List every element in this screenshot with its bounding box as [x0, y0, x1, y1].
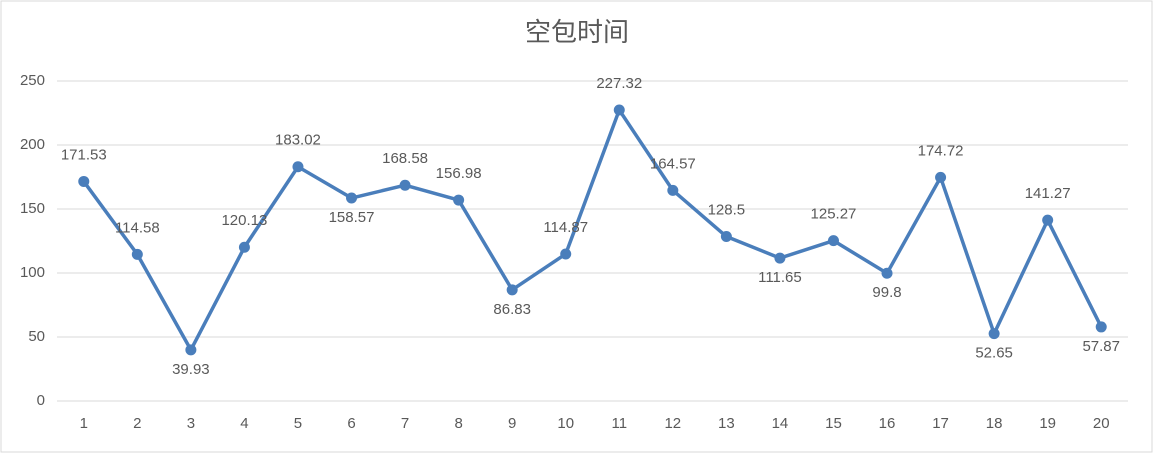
line-series [82, 108, 1103, 352]
data-label: 174.72 [918, 142, 964, 159]
data-point [78, 175, 90, 187]
data-point [1095, 321, 1107, 333]
y-tick-label: 250 [20, 72, 45, 89]
data-point [506, 284, 518, 296]
data-label: 171.53 [61, 146, 107, 163]
data-label: 86.83 [493, 301, 531, 318]
data-point [346, 192, 358, 204]
x-tick-label: 2 [133, 415, 141, 432]
data-label: 39.93 [172, 361, 210, 378]
y-tick-label: 200 [20, 136, 45, 153]
x-tick-label: 19 [1039, 415, 1056, 432]
x-tick-label: 10 [557, 415, 574, 432]
x-tick-label: 15 [825, 415, 842, 432]
x-tick-label: 4 [240, 415, 248, 432]
data-label: 120.13 [221, 212, 267, 229]
data-point [667, 184, 679, 196]
x-tick-label: 18 [986, 415, 1003, 432]
data-point [1042, 214, 1054, 226]
x-tick-label: 12 [664, 415, 681, 432]
y-tick-label: 0 [37, 392, 45, 409]
data-label: 114.87 [543, 219, 588, 236]
data-label: 128.5 [708, 201, 746, 218]
data-point [238, 241, 250, 253]
x-tick-label: 14 [772, 415, 789, 432]
x-tick-label: 13 [718, 415, 735, 432]
x-tick-label: 5 [294, 415, 302, 432]
x-tick-label: 20 [1093, 415, 1110, 432]
x-tick-label: 17 [932, 415, 949, 432]
data-point [720, 231, 732, 243]
x-tick-label: 9 [508, 415, 516, 432]
data-label: 164.57 [650, 155, 696, 172]
data-point [453, 194, 465, 206]
data-label: 183.02 [275, 132, 321, 149]
data-point [988, 328, 1000, 340]
x-tick-label: 1 [80, 415, 88, 432]
x-tick-label: 6 [347, 415, 355, 432]
data-label: 156.98 [436, 165, 482, 182]
y-tick-label: 50 [28, 328, 45, 345]
data-label: 158.57 [329, 209, 375, 226]
x-tick-label: 8 [454, 415, 462, 432]
data-label: 52.65 [975, 345, 1013, 362]
data-point [131, 248, 143, 260]
data-point [935, 171, 947, 183]
x-tick-label: 7 [401, 415, 409, 432]
y-tick-label: 100 [20, 264, 45, 281]
data-point [560, 248, 572, 260]
data-point [774, 252, 786, 264]
data-label: 141.27 [1025, 185, 1071, 202]
data-label: 168.58 [382, 150, 428, 167]
data-label: 57.87 [1082, 338, 1120, 355]
x-tick-label: 3 [187, 415, 195, 432]
data-point [613, 104, 625, 116]
x-tick-label: 16 [879, 415, 896, 432]
data-label: 227.32 [596, 75, 642, 92]
data-label: 114.58 [115, 219, 160, 236]
data-point [185, 344, 197, 356]
data-label: 99.8 [872, 284, 901, 301]
data-label: 111.65 [758, 269, 802, 286]
data-point [827, 235, 839, 247]
data-point [292, 161, 304, 173]
x-tick-label: 11 [611, 415, 627, 432]
data-point [881, 267, 893, 279]
data-label: 125.27 [811, 206, 857, 223]
data-point [399, 179, 411, 191]
chart-title: 空包时间 [525, 17, 629, 47]
y-tick-label: 150 [20, 200, 45, 217]
